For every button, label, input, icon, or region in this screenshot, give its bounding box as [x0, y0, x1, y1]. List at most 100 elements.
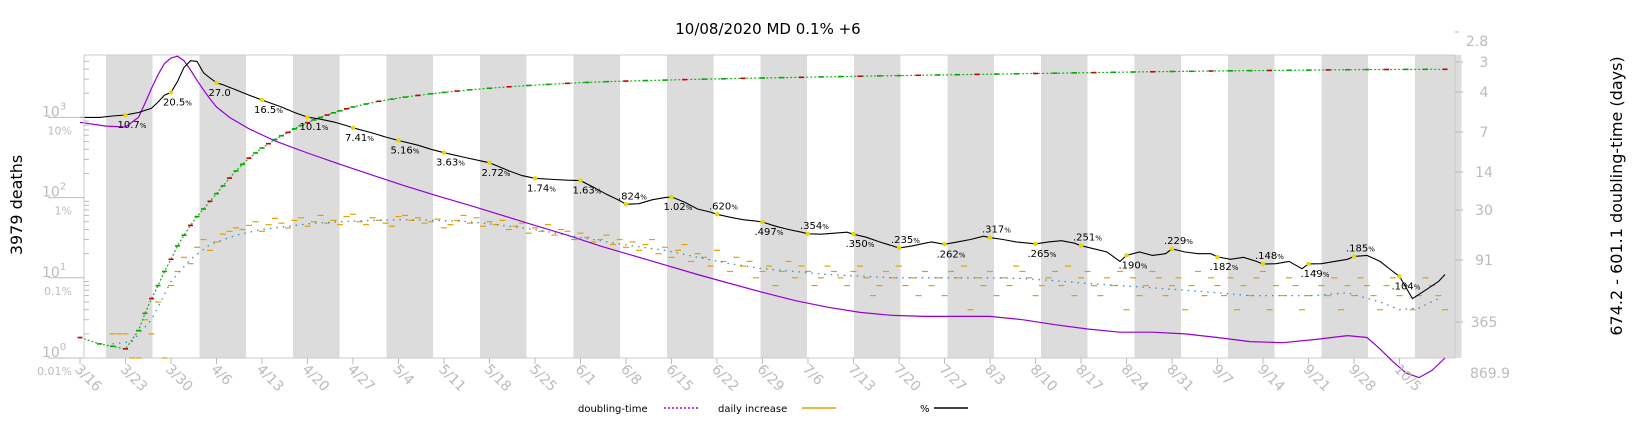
percent-marker — [214, 80, 219, 86]
percent-tick-label: 10% — [48, 124, 72, 137]
right-tick-label: 3 — [1480, 55, 1489, 71]
percent-marker — [1351, 254, 1357, 259]
daily-increase-series — [109, 213, 1448, 359]
percent-marker — [1306, 261, 1311, 267]
percent-label: .104% — [1392, 281, 1421, 292]
percent-marker — [532, 176, 538, 181]
x-tick-label: 8/31 — [1163, 362, 1197, 396]
right-tick-label: 91 — [1475, 253, 1493, 269]
percent-label: .149% — [1301, 269, 1330, 280]
x-tick-label: 9/21 — [1300, 362, 1334, 396]
percent-unit: % — [686, 204, 693, 212]
right-tick-label: 869.9 — [1470, 366, 1510, 382]
week-band — [1041, 55, 1088, 358]
percent-unit: % — [140, 122, 147, 130]
percent-marker — [1124, 253, 1129, 258]
x-axis: 3/16 3/23 3/30 4/6 4/13 4/20 4/27 5/4 5/11 5/18 5/… — [71, 358, 1424, 395]
weekly-bands — [106, 55, 1462, 358]
right-tick-label: 365 — [1471, 315, 1498, 331]
tick-exponent: 0 — [60, 342, 66, 353]
x-tick-label: 7/13 — [845, 362, 879, 396]
right-axis-label: 674.2 - 601.1 doubling-time (days) — [1607, 56, 1626, 335]
cumulative-markers — [77, 68, 1448, 350]
percent-line — [80, 60, 1446, 300]
percent-unit: % — [595, 188, 602, 196]
percent-unit: % — [504, 170, 511, 178]
percent-label: .350% — [846, 239, 875, 250]
percent-marker — [123, 112, 128, 118]
percent-unit: % — [549, 185, 556, 193]
percent-marker — [896, 245, 902, 251]
percent-label: 1.02% — [664, 202, 693, 213]
percent-label: .354% — [800, 221, 829, 232]
right-tick-label: 30 — [1475, 203, 1493, 219]
percent-marker — [851, 231, 856, 237]
percent-label: 16.5% — [254, 105, 283, 116]
percent-label: .235% — [891, 235, 920, 246]
x-tick-label: 8/24 — [1118, 362, 1152, 396]
week-band — [1134, 55, 1181, 358]
legend-label: % — [920, 404, 930, 415]
grid-lines — [84, 54, 1455, 359]
percent-label: .190% — [1119, 260, 1148, 271]
percent-marker — [669, 194, 674, 200]
percent-label: .229% — [1164, 236, 1193, 247]
percent-marker — [305, 114, 310, 120]
x-tick-label: 7/27 — [936, 362, 970, 396]
percent-unit: % — [913, 237, 920, 245]
percent-marker — [487, 160, 492, 165]
percent-label: 5.16% — [391, 145, 420, 156]
percent-marker — [1397, 274, 1402, 279]
percent-unit: % — [777, 229, 784, 237]
x-tick-label: 9/28 — [1345, 362, 1379, 396]
percent-label: 3.63% — [436, 158, 465, 169]
percent-unit: % — [868, 241, 875, 249]
percent-label: 1.74% — [527, 183, 556, 194]
week-band — [1228, 55, 1275, 358]
doubling-time-line — [79, 55, 1446, 379]
percent-unit: % — [1414, 283, 1421, 291]
right-axis: 2.8 3 4 7 14 30 91 365 869.9 — [1454, 31, 1510, 382]
x-tick-label: 4/20 — [299, 362, 333, 396]
x-tick-label: 6/29 — [754, 362, 788, 396]
percent-marker — [1033, 241, 1038, 247]
percent-unit: % — [1095, 235, 1102, 243]
percent-unit: % — [1232, 264, 1239, 272]
legend: doubling-time daily increase% — [578, 404, 968, 415]
x-tick-label: 8/17 — [1072, 362, 1106, 396]
percent-unit: % — [185, 99, 192, 107]
week-band — [1415, 55, 1462, 358]
percent-marker — [259, 97, 265, 103]
percent-unit: % — [413, 147, 420, 155]
week-band — [199, 55, 246, 358]
percent-label: .185% — [1346, 243, 1375, 254]
percent-unit: % — [1277, 253, 1284, 261]
percent-marker — [987, 235, 993, 240]
percent-unit: % — [458, 160, 465, 168]
x-tick-label: 6/8 — [617, 362, 644, 389]
percent-tick-label: 1% — [55, 205, 72, 218]
percent-label: .262% — [937, 249, 966, 260]
percent-unit: % — [1368, 245, 1375, 253]
tick-exponent: 2 — [60, 182, 66, 193]
tick-exponent: 1 — [60, 262, 66, 273]
percent-marker — [1260, 261, 1266, 267]
percent-unit: % — [1323, 271, 1330, 279]
x-tick-label: 6/15 — [663, 362, 697, 396]
percent-unit: % — [1186, 238, 1193, 246]
percent-unit: % — [731, 203, 738, 211]
percent-marker — [441, 150, 447, 155]
percent-marker — [714, 212, 720, 217]
percent-marker — [168, 90, 174, 95]
percent-tick-label: 0.01% — [37, 365, 72, 378]
percent-label: 20.5% — [163, 97, 192, 108]
percent-marker — [1169, 246, 1175, 252]
x-tick-label: 6/22 — [708, 362, 742, 396]
week-band — [106, 55, 153, 358]
percent-label: .317% — [982, 225, 1011, 236]
percent-unit: % — [1004, 227, 1011, 235]
right-tick-label: 7 — [1480, 125, 1489, 141]
percent-marker — [396, 138, 401, 143]
x-tick-label: 3/30 — [162, 362, 196, 396]
